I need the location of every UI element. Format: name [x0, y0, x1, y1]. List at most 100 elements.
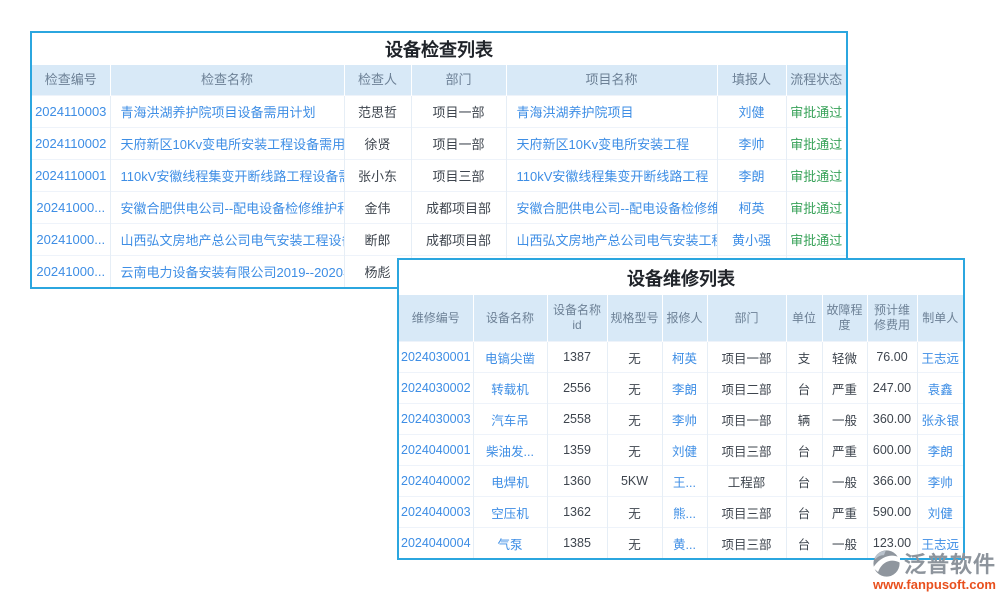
column-header: 规格型号: [607, 295, 663, 342]
spec-model: 无: [607, 403, 663, 435]
repair-reporter-link[interactable]: 柯英: [662, 341, 708, 373]
reporter-name-link[interactable]: 刘健: [717, 95, 787, 128]
column-header: 部门: [707, 295, 787, 342]
inspection-name-link[interactable]: 安徽合肥供电公司--配电设备检修维护和...: [110, 191, 345, 224]
spec-model: 5KW: [607, 465, 663, 497]
inspection-name-link[interactable]: 110kV安徽线程集变开断线路工程设备需...: [110, 159, 345, 192]
repair-id-link[interactable]: 2024040004: [399, 527, 474, 558]
inspection-name-link[interactable]: 山西弘文房地产总公司电气安装工程设备...: [110, 223, 345, 256]
device-name-link[interactable]: 气泵: [473, 527, 548, 558]
status-approved[interactable]: 审批通过: [786, 159, 846, 192]
table-row: 20241000... 安徽合肥供电公司--配电设备检修维护和... 金伟 成都…: [32, 191, 846, 224]
inspection-id-link[interactable]: 2024110002: [32, 127, 111, 160]
creator-name-link[interactable]: 王志远: [917, 527, 963, 558]
status-approved[interactable]: 审批通过: [786, 191, 846, 224]
device-name-link[interactable]: 柴油发...: [473, 434, 548, 466]
unit: 辆: [786, 403, 823, 435]
department: 项目二部: [707, 372, 787, 404]
creator-name-link[interactable]: 李朗: [917, 434, 963, 466]
repair-reporter-link[interactable]: 刘健: [662, 434, 708, 466]
project-name-link[interactable]: 青海洪湖养护院项目: [506, 95, 718, 128]
inspection-name-link[interactable]: 云南电力设备安装有限公司2019--2020年...: [110, 255, 345, 287]
inspection-id-link[interactable]: 20241000...: [32, 223, 111, 256]
spec-model: 无: [607, 527, 663, 558]
repair-reporter-link[interactable]: 李帅: [662, 403, 708, 435]
estimated-cost: 366.00: [867, 465, 918, 497]
device-name-id: 1385: [547, 527, 608, 558]
device-name-link[interactable]: 空压机: [473, 496, 548, 528]
estimated-cost: 590.00: [867, 496, 918, 528]
creator-name-link[interactable]: 袁鑫: [917, 372, 963, 404]
column-header: 预计维修费用: [867, 295, 918, 342]
repair-id-link[interactable]: 2024030002: [399, 372, 474, 404]
fanpu-logo-url: www.fanpusoft.com: [872, 577, 996, 592]
device-name-id: 2556: [547, 372, 608, 404]
column-header: 报修人: [662, 295, 708, 342]
status-approved[interactable]: 审批通过: [786, 95, 846, 128]
repair-reporter-link[interactable]: 李朗: [662, 372, 708, 404]
inspector-name: 金伟: [344, 191, 412, 224]
repair-id-link[interactable]: 2024040001: [399, 434, 474, 466]
estimated-cost: 247.00: [867, 372, 918, 404]
repair-id-link[interactable]: 2024040002: [399, 465, 474, 497]
device-name-link[interactable]: 电焊机: [473, 465, 548, 497]
device-name-id: 1359: [547, 434, 608, 466]
creator-name-link[interactable]: 刘健: [917, 496, 963, 528]
inspection-id-link[interactable]: 20241000...: [32, 255, 111, 287]
repair-table-title: 设备维修列表: [627, 268, 735, 289]
repair-id-link[interactable]: 2024040003: [399, 496, 474, 528]
department: 项目一部: [707, 341, 787, 373]
project-name-link[interactable]: 110kV安徽线程集变开断线路工程: [506, 159, 718, 192]
device-name-link[interactable]: 汽车吊: [473, 403, 548, 435]
inspection-name-link[interactable]: 青海洪湖养护院项目设备需用计划: [110, 95, 345, 128]
repair-reporter-link[interactable]: 黄...: [662, 527, 708, 558]
device-name-id: 1362: [547, 496, 608, 528]
status-approved[interactable]: 审批通过: [786, 127, 846, 160]
unit: 台: [786, 372, 823, 404]
creator-name-link[interactable]: 张永银: [917, 403, 963, 435]
fault-level: 严重: [822, 372, 868, 404]
inspection-name-link[interactable]: 天府新区10Kv变电所安装工程设备需用计划: [110, 127, 345, 160]
department: 成都项目部: [411, 223, 507, 256]
department: 成都项目部: [411, 191, 507, 224]
repair-id-link[interactable]: 2024030003: [399, 403, 474, 435]
repair-id-link[interactable]: 2024030001: [399, 341, 474, 373]
project-name-link[interactable]: 安徽合肥供电公司--配电设备检修维护...: [506, 191, 718, 224]
column-header: 检查名称: [110, 65, 345, 96]
repair-reporter-link[interactable]: 熊...: [662, 496, 708, 528]
department: 项目三部: [707, 434, 787, 466]
reporter-name-link[interactable]: 黄小强: [717, 223, 787, 256]
reporter-name-link[interactable]: 李帅: [717, 127, 787, 160]
column-header: 单位: [786, 295, 823, 342]
table-row: 2024030003 汽车吊 2558 无 李帅 项目一部 辆 一般 360.0…: [399, 403, 963, 435]
repair-reporter-link[interactable]: 王...: [662, 465, 708, 497]
estimated-cost: 360.00: [867, 403, 918, 435]
table-row: 2024040003 空压机 1362 无 熊... 项目三部 台 严重 590…: [399, 496, 963, 528]
device-name-link[interactable]: 转载机: [473, 372, 548, 404]
project-name-link[interactable]: 山西弘文房地产总公司电气安装工程: [506, 223, 718, 256]
unit: 台: [786, 496, 823, 528]
column-header: 设备名称: [473, 295, 548, 342]
creator-name-link[interactable]: 李帅: [917, 465, 963, 497]
inspection-id-link[interactable]: 2024110003: [32, 95, 111, 128]
fault-level: 一般: [822, 403, 868, 435]
fanpu-logo: 泛普软件 www.fanpusoft.com: [872, 547, 996, 592]
reporter-name-link[interactable]: 李朗: [717, 159, 787, 192]
inspection-id-link[interactable]: 2024110001: [32, 159, 111, 192]
reporter-name-link[interactable]: 柯英: [717, 191, 787, 224]
device-name-link[interactable]: 电镐尖凿: [473, 341, 548, 373]
creator-name-link[interactable]: 王志远: [917, 341, 963, 373]
department: 工程部: [707, 465, 787, 497]
spec-model: 无: [607, 434, 663, 466]
spec-model: 无: [607, 372, 663, 404]
device-name-id: 1360: [547, 465, 608, 497]
fault-level: 轻微: [822, 341, 868, 373]
project-name-link[interactable]: 天府新区10Kv变电所安装工程: [506, 127, 718, 160]
department: 项目三部: [707, 496, 787, 528]
estimated-cost: 600.00: [867, 434, 918, 466]
table-row: 2024030002 转载机 2556 无 李朗 项目二部 台 严重 247.0…: [399, 372, 963, 404]
status-approved[interactable]: 审批通过: [786, 223, 846, 256]
inspection-id-link[interactable]: 20241000...: [32, 191, 111, 224]
table-row: 2024040004 气泵 1385 无 黄... 项目三部 台 一般 123.…: [399, 527, 963, 558]
fault-level: 严重: [822, 496, 868, 528]
